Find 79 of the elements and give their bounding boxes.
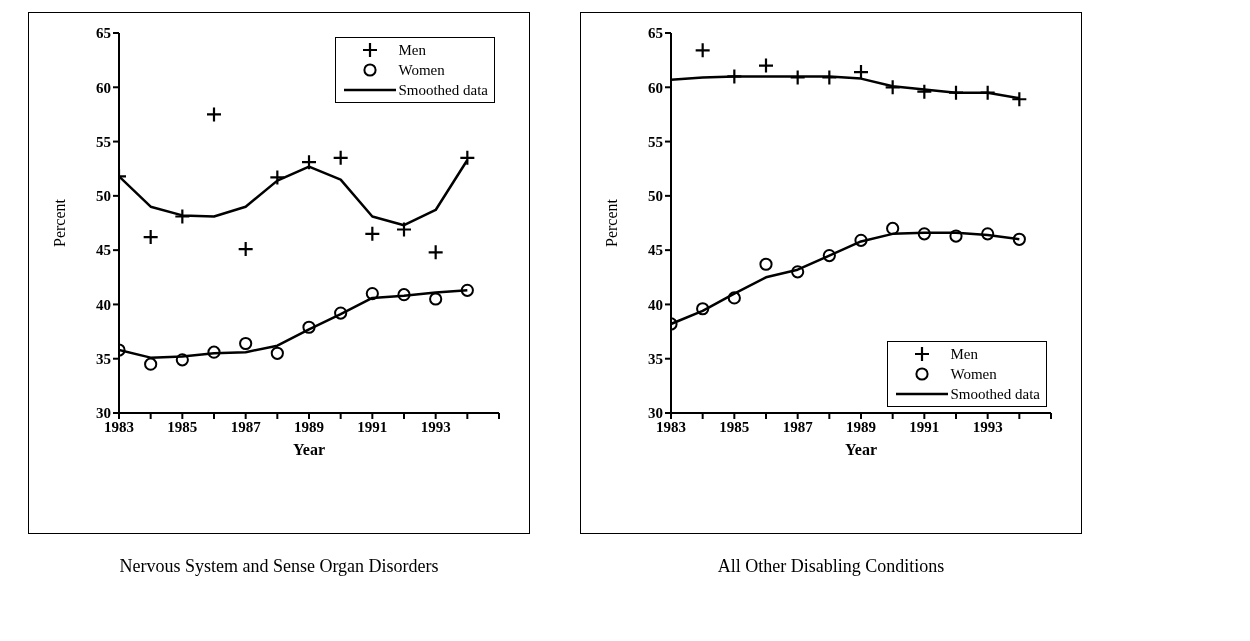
x-axis-title: Year <box>845 441 877 458</box>
y-tick-label: 60 <box>648 79 663 96</box>
x-tick-label: 1991 <box>909 418 940 435</box>
legend-label: Smoothed data <box>950 385 1040 404</box>
point <box>397 288 411 302</box>
x-tick-label: 1989 <box>846 418 876 435</box>
x-tick-label: 1991 <box>357 418 388 435</box>
x-tick-label: 1993 <box>420 418 451 435</box>
x-tick-label: 1985 <box>167 418 198 435</box>
point <box>917 227 931 241</box>
x-tick-label: 1993 <box>972 418 1003 435</box>
x-axis-title: Year <box>293 441 325 458</box>
point <box>207 345 221 359</box>
legend-label: Smoothed data <box>398 81 488 100</box>
y-tick-label: 35 <box>648 351 663 368</box>
y-tick-label: 40 <box>648 296 663 313</box>
point <box>791 265 805 279</box>
text: All Other Disabling Conditions <box>716 556 946 577</box>
y-tick-label: 60 <box>96 79 111 96</box>
point <box>949 229 963 243</box>
x-tick-label: 1987 <box>782 418 814 435</box>
legend-label: Women <box>950 365 997 384</box>
point <box>239 336 253 351</box>
point <box>727 291 741 305</box>
x-tick-label: 1987 <box>230 418 262 435</box>
point <box>174 208 191 225</box>
point <box>1012 232 1026 246</box>
point <box>694 42 711 59</box>
y-tick-label: 55 <box>96 133 111 150</box>
point <box>334 306 348 320</box>
x-tick-label: 1989 <box>294 418 324 435</box>
legend-label: Men <box>398 41 426 60</box>
point <box>365 286 379 301</box>
y-axis-title: Percent <box>50 198 68 247</box>
point <box>142 229 159 246</box>
y-tick-label: 45 <box>96 242 111 259</box>
point <box>270 346 284 360</box>
point <box>981 227 995 241</box>
point <box>759 257 773 271</box>
y-tick-label: 35 <box>96 351 111 368</box>
x-tick-label: 1985 <box>719 418 750 435</box>
point <box>144 357 158 371</box>
point <box>821 69 838 86</box>
point <box>789 69 806 86</box>
point <box>332 149 349 166</box>
point <box>854 233 868 247</box>
y-tick-label: 45 <box>648 242 663 259</box>
y-tick-label: 65 <box>648 25 663 42</box>
point <box>979 84 996 101</box>
point <box>696 302 710 316</box>
y-axis-title: Percent <box>602 198 620 247</box>
text: Nervous System and Sense Organ Disorders <box>118 556 440 577</box>
point <box>302 320 316 334</box>
y-tick-label: 55 <box>648 133 663 150</box>
point <box>395 221 413 238</box>
point <box>947 84 965 101</box>
point <box>175 353 189 367</box>
point <box>886 221 900 236</box>
y-tick-label: 40 <box>96 296 111 313</box>
legend-label: Men <box>950 345 978 364</box>
point <box>460 283 474 297</box>
legend-label: Women <box>398 61 445 80</box>
point <box>427 244 444 261</box>
y-tick-label: 65 <box>96 25 111 42</box>
y-tick-label: 50 <box>648 188 663 205</box>
point <box>1011 91 1028 108</box>
point <box>757 57 775 74</box>
point <box>822 248 836 263</box>
point <box>237 240 254 258</box>
point <box>429 292 443 306</box>
point <box>916 83 933 100</box>
point <box>726 68 743 85</box>
y-tick-label: 50 <box>96 188 111 205</box>
point <box>205 106 223 123</box>
point <box>459 149 476 166</box>
point <box>300 154 318 171</box>
point <box>884 79 901 96</box>
point <box>269 169 286 186</box>
point <box>364 225 381 242</box>
